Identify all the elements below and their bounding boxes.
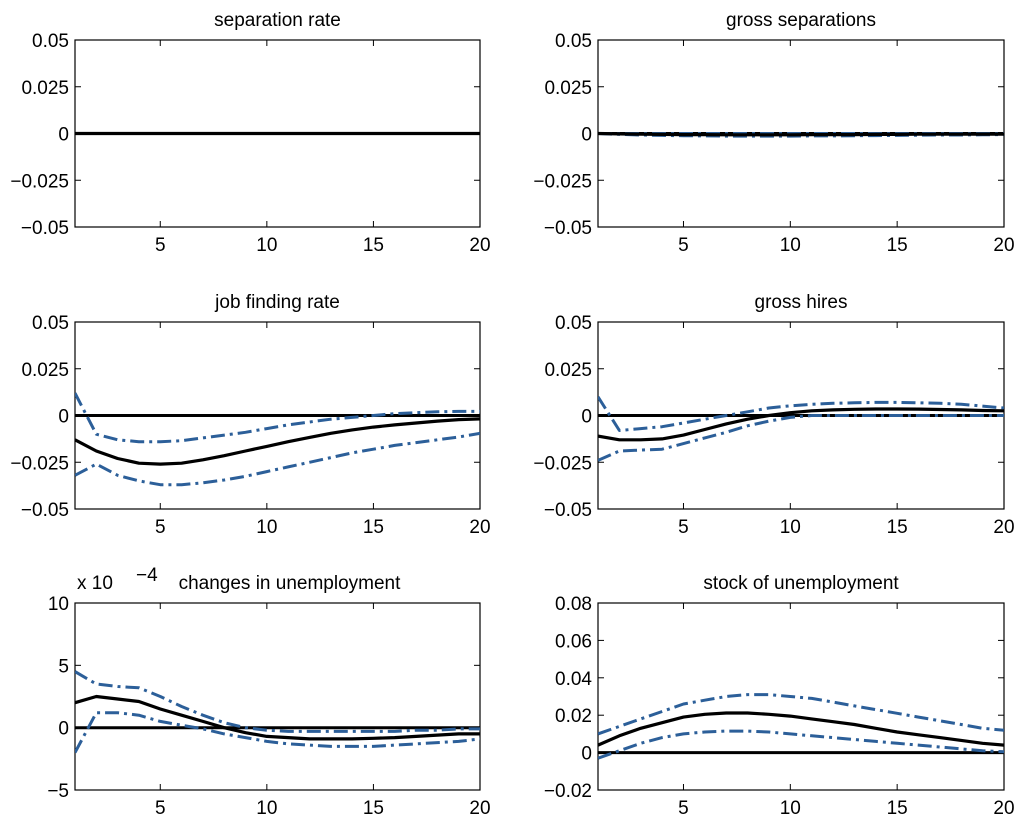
y-tick-label: 0 [58,407,69,428]
y-tick-label: 0.06 [555,631,592,652]
x-tick-label: 5 [678,517,689,538]
y-tick-label: 0.05 [32,31,69,52]
y-tick-label: 0 [58,719,69,740]
y-multiplier-exponent: −4 [136,565,158,586]
series-line-mean [598,407,1004,442]
series-line-mean [75,694,480,741]
y-tick-label: 0.04 [555,669,592,690]
chart-panel-1: separation rate 0.05 0.025 0 −0.025 −0.05 5 10 1… [10,10,490,256]
y-tick-label: −0.025 [10,453,69,474]
series-group [598,395,1004,462]
y-tick-label: −5 [47,781,69,802]
y-tick-label: 0 [581,744,592,765]
y-tick-label: 0.05 [32,313,69,334]
y-multiplier-label: x 10 [77,573,113,594]
series-line-mean [75,417,480,466]
chart-title: changes in unemployment [179,573,402,594]
y-tick-label: 0.02 [555,706,592,727]
x-tick-label: 5 [155,798,166,819]
series-line-upper [598,693,1004,736]
series-line-lower [598,414,1004,462]
x-tick-label: 20 [993,798,1014,819]
series-group [75,670,480,754]
y-tick-label: −0.05 [21,500,69,521]
y-tick-label: −0.025 [533,453,592,474]
y-tick-label: 0.025 [21,78,69,99]
x-tick-label: 20 [469,517,490,538]
series-group [598,131,1004,138]
x-tick-label: 15 [363,235,384,256]
x-tick-label: 10 [256,517,277,538]
y-tick-label: −0.02 [544,781,592,802]
y-tick-label: 0.05 [555,31,592,52]
y-tick-label: −0.05 [21,218,69,239]
y-tick-label: 0.05 [555,313,592,334]
chart-title: stock of unemployment [703,573,899,594]
chart-panel-3: job finding rate 0.05 0.025 0 −0.025 −0.05 5 10… [10,292,490,538]
y-tick-label: −0.025 [10,171,69,192]
chart-title: gross separations [726,10,876,31]
chart-panel-4: gross hires 0.05 0.025 0 −0.025 −0.05 5 10 15 20 [533,292,1014,538]
chart-panel-6: stock of unemployment 0.08 0.06 0.04 0.02 0 −0… [544,573,1015,819]
chart-panel-2: gross separations 0.05 0.025 0 −0.025 −0.05 5 1… [533,10,1014,256]
x-tick-label: 5 [678,235,689,256]
x-tick-label: 10 [256,798,277,819]
y-tick-label: 0 [58,125,69,146]
series-line-upper [75,392,480,444]
series-line-lower [75,431,480,487]
y-tick-label: 0.025 [544,78,592,99]
chart-title: job finding rate [214,292,340,313]
y-tick-label: 0 [581,125,592,146]
x-tick-label: 20 [469,235,490,256]
x-tick-label: 10 [780,235,801,256]
series-group [598,693,1004,760]
chart-panel-5: changes in unemployment x 10 −4 10 5 0 −5 10 15 2… [47,565,490,819]
y-tick-label: 0.025 [544,360,592,381]
y-tick-label: 10 [48,594,69,615]
x-tick-label: 10 [256,235,277,256]
x-tick-label: 15 [887,517,908,538]
x-tick-label: 10 [780,517,801,538]
y-tick-label: 0 [581,407,592,428]
series-line-mean [598,131,1004,137]
x-tick-label: 15 [887,798,908,819]
series-line-lower [75,711,480,754]
series-line-mean [598,711,1004,747]
chart-title: gross hires [755,292,848,313]
x-tick-label: 5 [678,798,689,819]
plot-frame [74,602,481,791]
x-tick-label: 15 [363,798,384,819]
y-tick-label: −0.05 [544,500,592,521]
series-line-upper [598,395,1004,432]
x-tick-label: 20 [469,798,490,819]
x-tick-label: 10 [780,798,801,819]
y-tick-label: 0.025 [21,360,69,381]
x-tick-label: 20 [993,517,1014,538]
y-tick-label: 0.08 [555,594,592,615]
y-tick-label: −0.05 [544,218,592,239]
x-tick-label: 20 [993,235,1014,256]
x-tick-label: 5 [155,517,166,538]
y-tick-label: −0.025 [533,171,592,192]
x-tick-label: 5 [155,235,166,256]
x-tick-label: 15 [363,517,384,538]
y-tick-label: 5 [58,656,69,677]
chart-title: separation rate [214,10,341,31]
series-group [75,392,480,487]
x-tick-label: 15 [887,235,908,256]
